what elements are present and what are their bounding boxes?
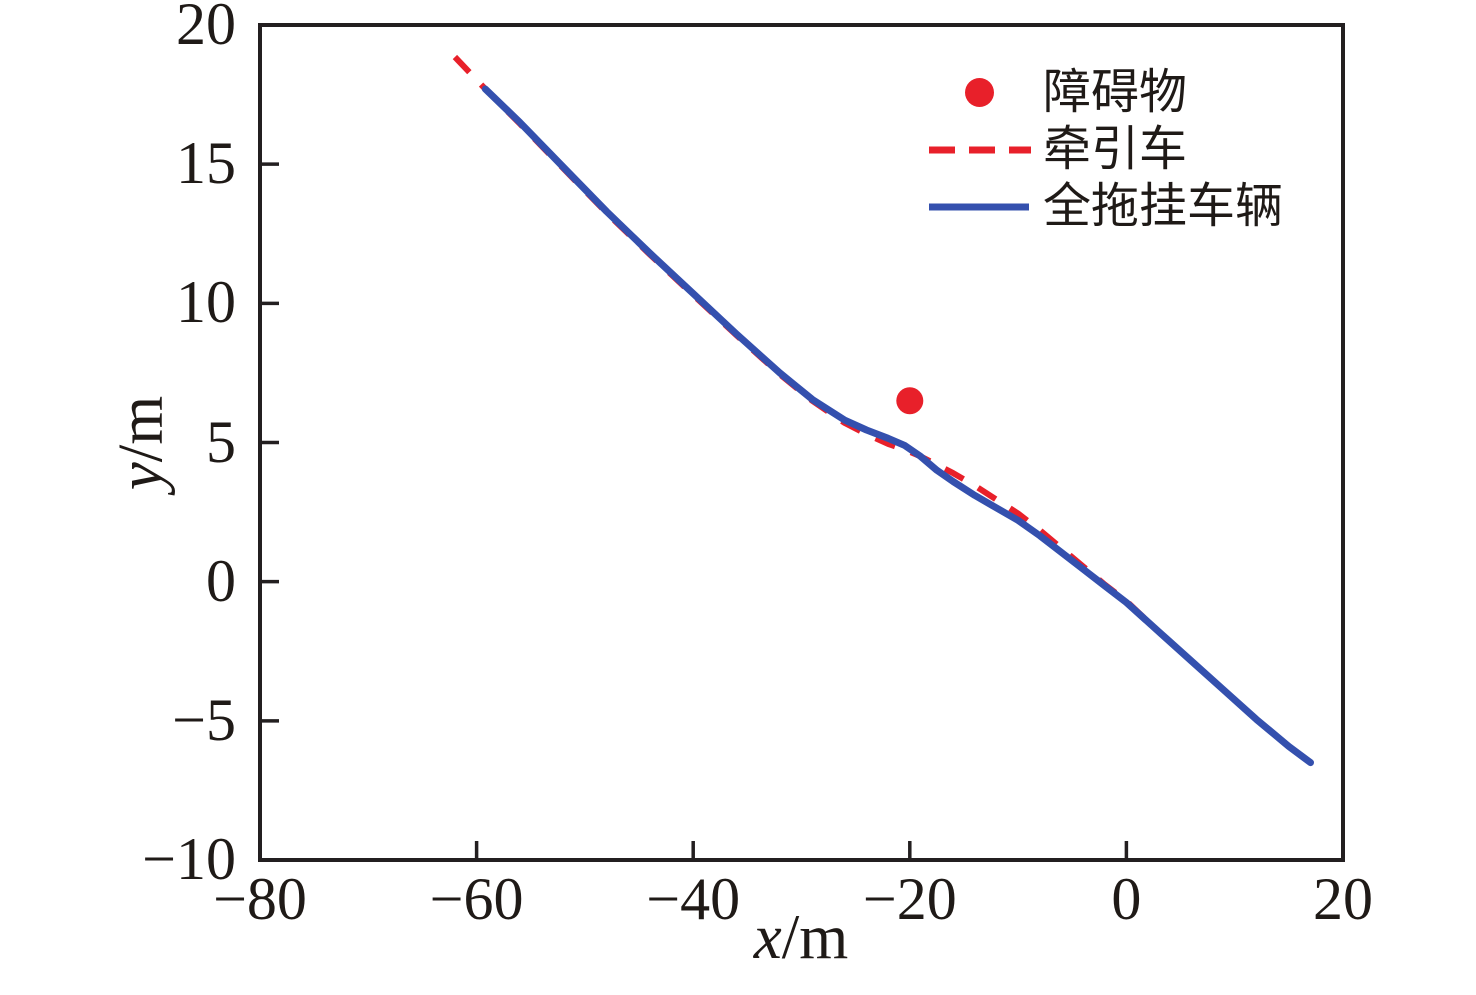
x-tick-label: −80 (213, 866, 307, 932)
y-tick-label: −5 (172, 686, 236, 753)
y-axis-title-unit: /m (105, 395, 176, 463)
y-tick-label: 20 (176, 0, 236, 57)
obstacle-dot (896, 387, 924, 415)
obstacle-dot-icon (927, 78, 1031, 107)
x-tick-label: −20 (862, 866, 957, 932)
y-tick-label: 10 (176, 269, 236, 336)
y-tick-label: 0 (206, 547, 236, 614)
y-tick-label: 5 (206, 408, 236, 475)
legend-row-trailer: 全拖挂车辆 (927, 178, 1283, 235)
y-tick-label: 15 (176, 129, 236, 196)
dashed-line-icon (927, 146, 1031, 154)
y-tick-label: −10 (142, 825, 236, 892)
solid-line-icon (927, 203, 1031, 211)
x-axis-title-variable: x (753, 902, 782, 972)
y-axis-title-variable: y (105, 462, 176, 491)
legend: 障碍物 牵引车 全拖挂车辆 (927, 64, 1283, 235)
x-tick-label: 0 (1111, 866, 1142, 932)
x-axis-title: x/m (754, 906, 848, 969)
x-tick-label: 20 (1313, 866, 1373, 932)
x-axis-title-unit: /m (781, 902, 849, 972)
legend-label-trailer: 全拖挂车辆 (1043, 179, 1284, 233)
x-tick-label: −60 (429, 866, 524, 932)
y-axis-title: y/m (106, 396, 176, 490)
legend-row-tractor: 牵引车 (927, 121, 1283, 178)
x-tick-label: −40 (646, 866, 741, 932)
plot-border (258, 23, 1345, 862)
legend-label-obstacle: 障碍物 (1043, 65, 1188, 119)
legend-row-obstacle: 障碍物 (927, 64, 1283, 121)
trailer-path (481, 85, 1314, 767)
legend-label-tractor: 牵引车 (1043, 122, 1188, 176)
